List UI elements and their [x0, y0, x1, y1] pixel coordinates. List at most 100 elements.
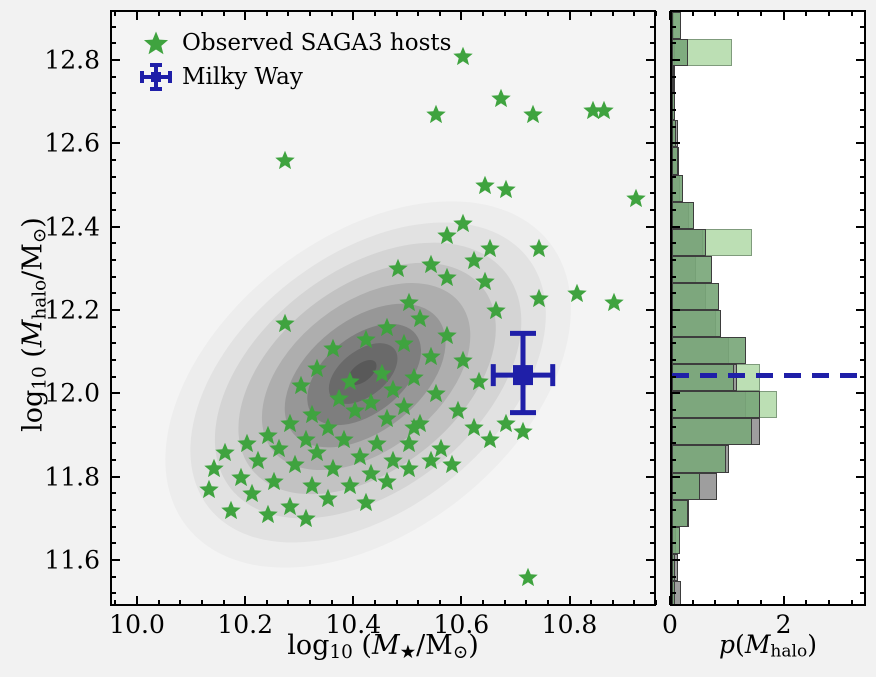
- x-tick-minor: [309, 600, 312, 605]
- histogram-bar: [672, 66, 675, 94]
- hist-y-tick-minor: [671, 359, 676, 362]
- hist-y-tick-minor: [671, 525, 676, 528]
- hist-x-tick-minor-top: [714, 11, 717, 16]
- hist-x-tick-minor: [759, 600, 762, 605]
- x-tick-major: [460, 596, 463, 605]
- y-tick-minor-right: [650, 75, 655, 78]
- x-tick-label: 10.6: [433, 610, 490, 639]
- y-tick-minor: [111, 425, 116, 428]
- y-tick-minor-right: [650, 125, 655, 128]
- y-tick-minor-right: [650, 409, 655, 412]
- y-tick-major: [111, 392, 120, 395]
- hist-y-tick-minor: [671, 575, 676, 578]
- hist-y-tick-major: [671, 225, 680, 228]
- x-tick-minor: [330, 600, 333, 605]
- hist-y-tick-minor: [671, 175, 676, 178]
- y-tick-major-right: [646, 309, 655, 312]
- hist-y-tick-major: [671, 59, 680, 61]
- x-tick-minor-top: [438, 11, 441, 16]
- hist-y-tick-minor: [671, 25, 676, 28]
- x-tick-minor-top: [417, 11, 420, 16]
- x-tick-minor: [590, 600, 593, 605]
- hist-y-tick-minor: [671, 442, 676, 445]
- histogram-bar: [672, 93, 675, 121]
- x-tick-minor-top: [525, 11, 528, 16]
- y-tick-major-right: [646, 142, 655, 145]
- hist-y-tick-minor-right: [860, 259, 865, 262]
- hist-x-tick-major: [669, 596, 671, 605]
- y-tick-label: 12.4: [44, 212, 100, 242]
- x-tick-major: [568, 596, 571, 605]
- histogram-bar: [672, 391, 761, 419]
- x-tick-label: 10.0: [109, 610, 165, 639]
- legend-label-saga-hosts: Observed SAGA3 hosts: [182, 30, 452, 56]
- y-tick-minor: [111, 75, 116, 78]
- hist-y-tick-minor: [671, 592, 676, 595]
- x-tick-major: [136, 596, 139, 605]
- hist-x-tick-minor: [691, 600, 694, 605]
- hist-y-tick-minor: [671, 242, 676, 245]
- hist-y-tick-major-right: [856, 559, 865, 562]
- hist-y-tick-minor: [671, 509, 676, 512]
- y-tick-minor-right: [650, 442, 655, 445]
- hist-y-tick-minor-right: [860, 292, 865, 295]
- hist-y-tick-minor-right: [860, 575, 865, 578]
- histogram-bar: [672, 526, 680, 554]
- milky-way-reference-line: [672, 372, 864, 378]
- x-axis-label: log10 (M★/M⊙): [287, 630, 479, 664]
- x-tick-minor: [482, 600, 484, 605]
- y-tick-minor: [111, 242, 116, 245]
- x-tick-minor: [655, 600, 657, 605]
- y-tick-minor: [111, 109, 116, 112]
- y-tick-label: 12.0: [44, 378, 100, 408]
- y-tick-minor: [111, 542, 116, 545]
- y-tick-minor-right: [650, 259, 655, 262]
- y-tick-major-right: [646, 225, 655, 228]
- hist-x-tick-minor-top: [737, 11, 740, 16]
- x-tick-minor: [373, 600, 376, 605]
- y-tick-minor: [111, 275, 116, 278]
- y-tick-minor-right: [650, 159, 655, 162]
- hist-x-tick-label: 2: [775, 610, 792, 639]
- y-tick-minor-right: [650, 509, 655, 512]
- legend: Observed SAGA3 hosts Milky Way: [130, 26, 451, 94]
- hist-y-tick-minor-right: [860, 525, 865, 528]
- x-tick-minor: [114, 600, 117, 605]
- hist-y-tick-minor: [671, 209, 676, 212]
- hist-x-tick-minor-top: [805, 11, 808, 16]
- hist-y-tick-minor-right: [860, 159, 865, 162]
- y-tick-minor: [111, 292, 116, 295]
- hist-x-tick-minor: [737, 600, 740, 605]
- hist-x-tick-minor: [714, 600, 717, 605]
- histogram-bar: [672, 282, 719, 310]
- histogram-bar: [672, 580, 676, 604]
- hist-x-tick-major: [782, 596, 785, 605]
- hist-y-tick-minor: [671, 459, 676, 462]
- x-tick-minor: [611, 600, 614, 605]
- y-tick-major: [111, 475, 120, 478]
- y-tick-minor-right: [650, 592, 655, 595]
- y-tick-label: 11.8: [44, 462, 100, 492]
- histogram-bar: [672, 174, 684, 202]
- hist-y-tick-minor: [671, 92, 676, 95]
- y-tick-minor: [111, 192, 116, 195]
- hist-y-tick-minor-right: [860, 375, 865, 378]
- hist-y-tick-minor-right: [860, 92, 865, 95]
- x-tick-major: [352, 596, 355, 605]
- x-tick-minor: [546, 600, 549, 605]
- hist-y-tick-minor: [671, 542, 676, 545]
- y-tick-label: 11.6: [44, 545, 100, 575]
- y-tick-minor: [111, 409, 116, 412]
- hist-y-tick-minor: [671, 409, 676, 412]
- y-tick-minor-right: [650, 325, 655, 328]
- histogram-bar: [672, 255, 712, 283]
- histogram-bar: [672, 337, 746, 365]
- x-tick-minor-top: [655, 11, 657, 16]
- hist-y-tick-minor: [671, 75, 676, 78]
- histogram-bar: [672, 228, 707, 256]
- x-tick-minor-top: [179, 11, 182, 16]
- y-tick-minor-right: [650, 342, 655, 345]
- hist-x-tick-minor-top: [759, 11, 762, 16]
- y-tick-minor: [111, 525, 116, 528]
- histogram-bar: [672, 120, 676, 148]
